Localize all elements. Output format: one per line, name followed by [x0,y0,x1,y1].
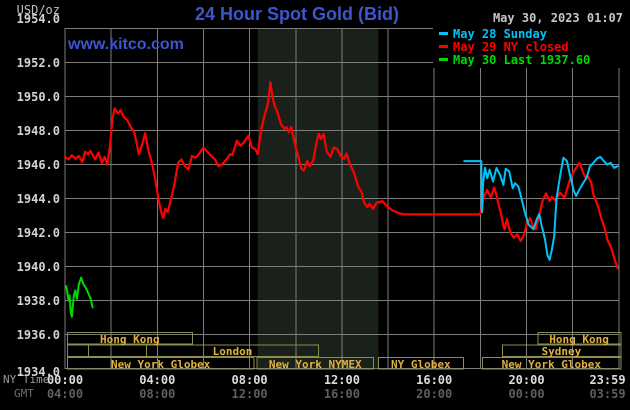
session-label-ny-globex: NY Globex [391,357,451,371]
legend-label-may28: May 28 Sunday [453,26,547,41]
session-box [66,344,89,357]
session-label-sydney: Sydney [541,345,582,358]
session-label-hong-kong: Hong Kong [100,332,160,346]
session-box [377,357,464,370]
session-label-new-york-globex: New York Globex [110,357,211,371]
legend: May 28 Sunday May 29 NY closed May 30 La… [433,26,629,68]
session-box [66,357,255,370]
x-tick-gmt: 12:00 [231,387,268,401]
y-axis-unit-label: USD/oz [16,3,60,17]
x-tick-ny: 20:00 [508,373,545,387]
session-box [482,357,622,370]
x-tick-ny: 23:59 [589,373,626,387]
y-tick-label: 1934.0 [16,364,60,379]
x-axis-ny-time-label: NY Time [3,373,50,386]
legend-dash-may28 [439,32,448,35]
timestamp: May 30, 2023 01:07 [492,11,623,25]
page-title: 24 Hour Spot Gold (Bid) [195,4,399,24]
x-tick-gmt: 00:00 [508,387,545,401]
x-tick-ny: 12:00 [323,373,360,387]
x-tick-ny: 16:00 [416,373,453,387]
legend-dash-may29 [439,45,448,48]
x-tick-ny: 04:00 [139,373,176,387]
x-axis-gmt-label: GMT [14,387,34,400]
x-tick-gmt: 04:00 [46,387,84,401]
y-tick-label: 1948.0 [16,123,60,138]
x-tick-ny: 08:00 [231,373,268,387]
y-tick-label: 1938.0 [16,293,60,308]
session-label-hong-kong: Hong Kong [549,332,609,346]
legend-item-may28: May 28 Sunday [437,26,629,41]
y-tick-label: 1954.0 [16,12,60,26]
legend-label-may30: May 30 Last 1937.60 [453,52,591,67]
y-tick-label: 1946.0 [16,157,60,172]
x-tick-gmt: 16:00 [323,387,360,401]
series-may-28-sunday [463,155,619,261]
series-may-30 [65,276,94,318]
x-tick-ny: 00:00 [46,373,84,387]
session-box [256,357,374,370]
session-label-new-york-globex: New York Globex [501,357,601,371]
y-tick-label: 1942.0 [16,225,60,240]
session-label-new-york-nymex: New York NYMEX [268,357,362,371]
kitco-watermark: www.kitco.com [68,36,184,53]
y-tick-label: 1940.0 [16,259,60,274]
legend-dash-may30 [439,58,448,61]
legend-item-may29: May 29 NY closed [437,39,629,54]
session-box [146,344,319,357]
session-box [66,332,193,345]
legend-label-may29: May 29 NY closed [453,39,569,54]
y-tick-label: 1952.0 [16,55,60,70]
series-may-29-ny-closed [63,80,619,270]
x-tick-gmt: 08:00 [139,387,176,401]
session-box [537,332,622,345]
session-label-london: London [212,345,253,358]
x-tick-gmt: 20:00 [416,387,453,401]
legend-item-may30: May 30 Last 1937.60 [437,52,629,67]
session-box [87,344,148,357]
y-tick-label: 1944.0 [16,191,60,206]
y-tick-label: 1950.0 [16,89,60,104]
y-tick-label: 1936.0 [16,327,60,342]
x-tick-gmt: 03:59 [589,387,626,401]
session-box [502,344,622,357]
